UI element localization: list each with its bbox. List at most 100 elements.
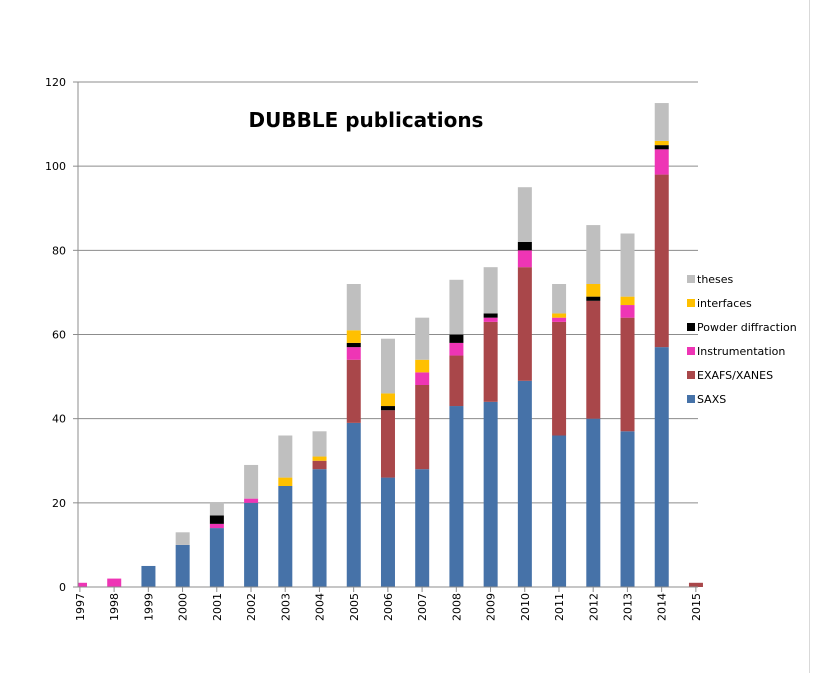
bar-segment-theses — [449, 279, 464, 335]
bar-segment-saxs — [346, 422, 361, 587]
bar-segment-powder-diffraction — [517, 241, 532, 251]
bar-segment-saxs — [552, 435, 567, 587]
bar-segment-instrumentation — [209, 523, 224, 529]
bar-segment-powder-diffraction — [346, 342, 361, 348]
bar-segment-instrumentation — [415, 372, 430, 385]
bar-segment-theses — [552, 284, 567, 314]
x-tick-label: 2007 — [416, 593, 429, 621]
legend-swatch — [687, 299, 695, 307]
bar-segment-theses — [415, 317, 430, 360]
bar-segment-theses — [380, 338, 395, 394]
x-tick-label: 1998 — [108, 593, 121, 621]
x-tick-label: 2010 — [519, 593, 532, 621]
bar-group — [78, 103, 703, 587]
bar-segment-exafs-xanes — [449, 355, 464, 407]
bar-segment-powder-diffraction — [483, 313, 498, 318]
bar-segment-saxs — [175, 544, 190, 587]
bar-segment-saxs — [312, 469, 327, 587]
bar-segment-exafs-xanes — [552, 321, 567, 436]
x-tick-label: 1999 — [142, 593, 155, 621]
bar-segment-theses — [517, 187, 532, 242]
bar-segment-interfaces — [415, 359, 430, 373]
x-tick-label: 2013 — [622, 593, 635, 621]
bar-segment-powder-diffraction — [449, 334, 464, 343]
bar-segment-saxs — [483, 401, 498, 587]
legend-label: theses — [697, 273, 734, 286]
legend-label: SAXS — [697, 393, 726, 406]
bar-segment-exafs-xanes — [586, 300, 601, 419]
bar-segment-instrumentation — [517, 250, 532, 268]
bar-segment-exafs-xanes — [380, 410, 395, 478]
bar-segment-saxs — [449, 406, 464, 587]
bar-segment-interfaces — [552, 313, 567, 318]
bar-segment-powder-diffraction — [209, 515, 224, 524]
x-tick-label: 2000 — [177, 593, 190, 621]
bar-segment-theses — [278, 435, 293, 478]
bar-segment-exafs-xanes — [517, 267, 532, 381]
x-tick-label: 2012 — [587, 593, 600, 621]
bar-segment-interfaces — [380, 393, 395, 407]
bar-segment-instrumentation — [620, 305, 635, 318]
y-tick-label: 20 — [52, 497, 66, 510]
x-tick-label: 2011 — [553, 593, 566, 621]
bar-segment-theses — [175, 532, 190, 545]
bar-segment-powder-diffraction — [586, 296, 601, 301]
bar-segment-powder-diffraction — [380, 406, 395, 411]
bar-segment-interfaces — [312, 456, 327, 461]
x-tick-label: 2015 — [690, 593, 703, 621]
chart-border — [809, 0, 810, 673]
x-tick-label: 2008 — [450, 593, 463, 621]
x-tick-label: 2001 — [211, 593, 224, 621]
bar-segment-powder-diffraction — [654, 145, 669, 150]
bar-segment-instrumentation — [654, 149, 669, 175]
legend-label: Powder diffraction — [697, 321, 797, 334]
legend-swatch — [687, 395, 695, 403]
legend-swatch — [687, 323, 695, 331]
x-tick-label: 2002 — [245, 593, 258, 621]
bar-segment-theses — [244, 464, 259, 499]
legend-label: interfaces — [697, 297, 752, 310]
bar-segment-exafs-xanes — [415, 385, 430, 470]
bar-segment-exafs-xanes — [312, 460, 327, 470]
y-tick-label: 80 — [52, 244, 66, 257]
bar-segment-theses — [312, 431, 327, 457]
bar-segment-interfaces — [278, 477, 293, 486]
bar-segment-saxs — [141, 565, 156, 587]
chart-title: DUBBLE publications — [249, 108, 484, 132]
bar-segment-exafs-xanes — [654, 174, 669, 348]
bar-segment-saxs — [209, 528, 224, 587]
legend-swatch — [687, 371, 695, 379]
bar-segment-instrumentation — [552, 317, 567, 322]
bar-segment-exafs-xanes — [620, 317, 635, 432]
bar-segment-saxs — [517, 380, 532, 587]
y-tick-label: 40 — [52, 413, 66, 426]
bar-segment-instrumentation — [483, 317, 498, 322]
bar-segment-interfaces — [654, 140, 669, 146]
bar-segment-interfaces — [346, 330, 361, 343]
bar-segment-interfaces — [620, 296, 635, 306]
y-tick-label: 60 — [52, 329, 66, 342]
bar-segment-saxs — [244, 502, 259, 587]
legend-swatch — [687, 275, 695, 283]
y-tick-label: 120 — [45, 76, 66, 89]
bar-segment-theses — [346, 284, 361, 331]
bar-segment-instrumentation — [78, 582, 87, 587]
bar-segment-interfaces — [586, 284, 601, 297]
x-tick-label: 2004 — [314, 593, 327, 621]
bar-segment-exafs-xanes — [483, 321, 498, 402]
bar-segment-instrumentation — [346, 347, 361, 360]
x-tick-label: 2003 — [279, 593, 292, 621]
bar-segment-saxs — [415, 469, 430, 587]
bar-segment-saxs — [620, 431, 635, 587]
bar-segment-saxs — [380, 477, 395, 587]
x-tick-label: 2005 — [348, 593, 361, 621]
legend-swatch — [687, 347, 695, 355]
x-tick-label: 2014 — [656, 593, 669, 621]
bar-segment-saxs — [654, 347, 669, 587]
x-tick-label: 1997 — [74, 593, 87, 621]
bar-segment-saxs — [278, 486, 293, 587]
legend-label: Instrumentation — [697, 345, 785, 358]
bar-segment-exafs-xanes — [688, 582, 703, 587]
bar-segment-exafs-xanes — [346, 359, 361, 423]
